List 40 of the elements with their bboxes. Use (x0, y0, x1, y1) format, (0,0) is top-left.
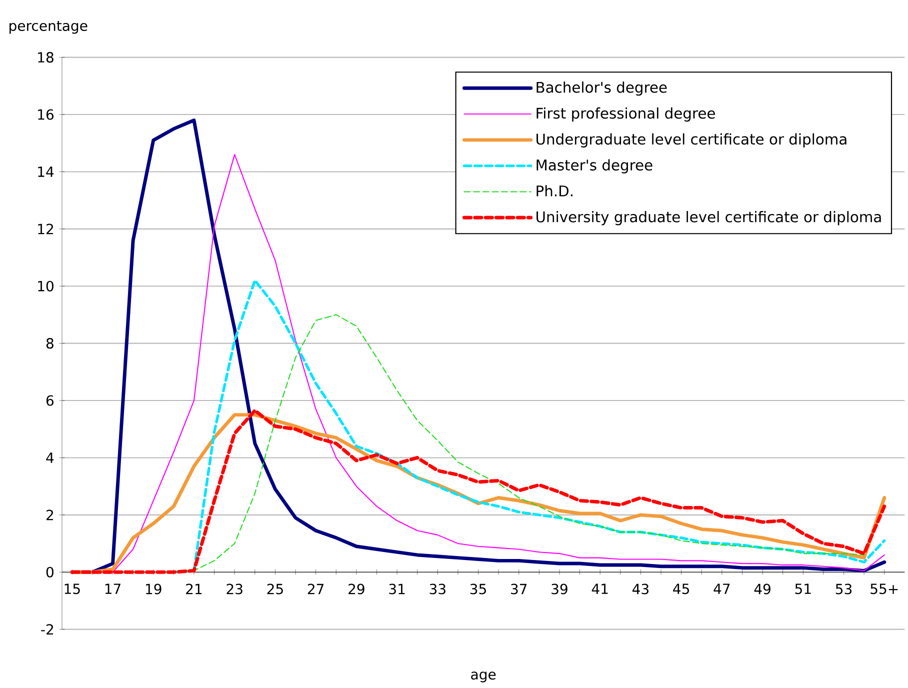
legend-label: University graduate level certificate or diploma (536, 211, 881, 226)
y-tick-label: 4 (46, 452, 54, 463)
y-tick-label: 8 (46, 338, 54, 349)
legend-label: First professional degree (536, 107, 715, 122)
y-tick-label: 2 (46, 510, 54, 520)
y-tick-label: 10 (38, 280, 54, 292)
x-tick-label: 31 (389, 584, 405, 594)
x-tick-label: 49 (754, 584, 770, 594)
y-tick-label: 0 (46, 566, 54, 578)
y-axis-title: percentage (10, 20, 88, 34)
y-tick-label: 12 (38, 224, 53, 234)
legend-label: Ph.D. (536, 185, 572, 196)
y-tick-label: 18 (38, 52, 54, 63)
x-tick-label: 41 (592, 584, 608, 594)
x-tick-label: 29 (348, 584, 364, 594)
x-tick-label: 33 (430, 584, 446, 594)
x-axis-title: age (471, 672, 496, 682)
x-tick-label: 43 (632, 584, 648, 594)
x-tick-label: 35 (470, 584, 486, 594)
y-tick-label: -2 (41, 624, 54, 635)
legend-label: Master's degree (536, 159, 652, 174)
legend-label: Bachelor's degree (536, 81, 667, 96)
x-tick-label: 23 (226, 584, 242, 594)
x-tick-label: 55+ (870, 584, 898, 594)
y-tick-label: 14 (38, 166, 54, 177)
x-tick-label: 17 (105, 584, 120, 594)
x-tick-label: 27 (308, 584, 324, 594)
y-tick-label: 6 (46, 395, 54, 406)
legend-label: Undergraduate level certificate or diploma (536, 133, 846, 148)
x-tick-label: 19 (146, 584, 162, 594)
x-tick-label: 45 (673, 584, 689, 594)
x-tick-label: 15 (64, 584, 80, 594)
x-tick-label: 37 (511, 584, 527, 594)
x-tick-label: 39 (552, 584, 568, 594)
x-tick-label: 51 (795, 584, 811, 594)
x-tick-label: 25 (267, 584, 283, 594)
x-tick-label: 21 (186, 584, 202, 594)
y-tick-label: 16 (38, 109, 54, 120)
x-tick-label: 47 (714, 584, 730, 594)
x-tick-label: 53 (836, 584, 852, 594)
